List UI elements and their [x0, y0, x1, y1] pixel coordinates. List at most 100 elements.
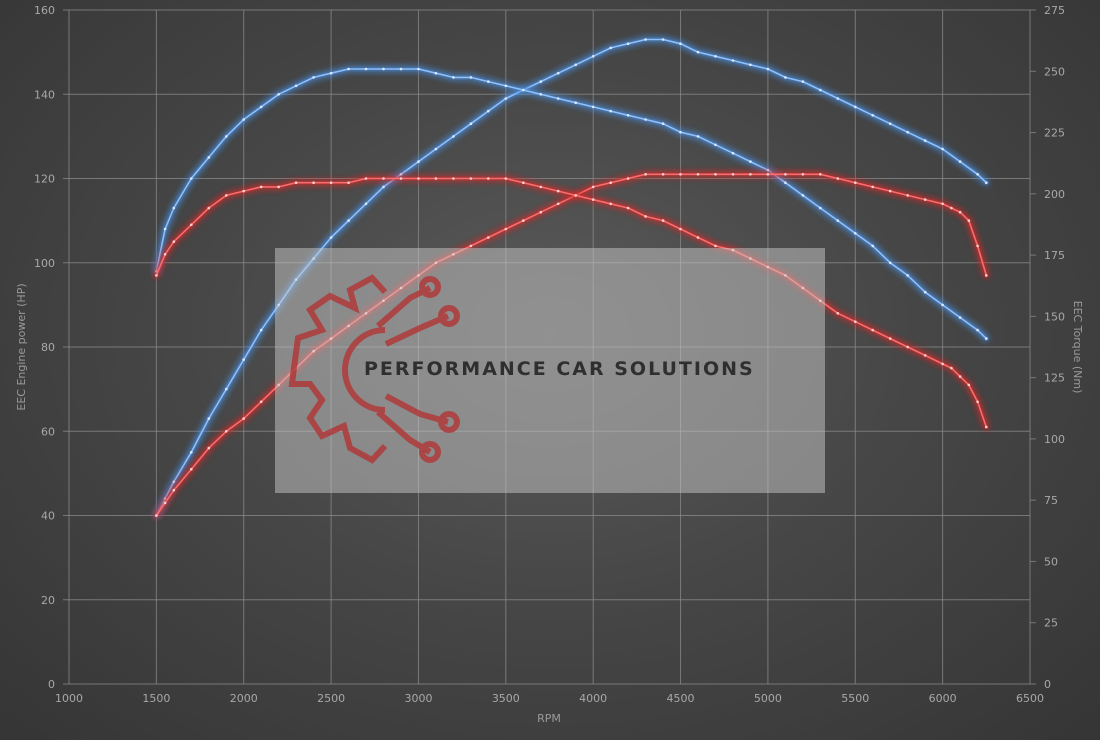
x-tick-label: 4500	[667, 692, 695, 705]
data-point	[329, 71, 333, 75]
data-point	[766, 168, 770, 172]
data-point	[836, 97, 840, 100]
data-point	[958, 160, 962, 163]
data-point	[941, 202, 944, 206]
gear-circuit-icon	[288, 274, 460, 464]
data-point	[347, 181, 350, 184]
data-point	[888, 189, 892, 193]
data-point	[985, 274, 988, 277]
data-point	[469, 244, 473, 248]
data-point	[985, 181, 988, 184]
data-point	[976, 400, 979, 404]
data-point	[487, 109, 490, 113]
data-point	[819, 206, 822, 210]
data-point	[854, 320, 857, 324]
right-tick-label: 100	[1044, 433, 1065, 446]
data-point	[190, 467, 193, 471]
data-point	[766, 67, 770, 71]
series-1	[153, 66, 989, 342]
right-tick-label: 150	[1044, 310, 1065, 323]
left-tick-label: 140	[34, 88, 55, 101]
data-point	[906, 345, 909, 349]
data-point	[696, 50, 700, 54]
data-point	[967, 219, 971, 222]
data-point	[364, 67, 368, 71]
data-point	[661, 219, 665, 222]
x-tick-label: 1500	[142, 692, 170, 705]
data-point	[469, 177, 473, 180]
data-point	[626, 42, 630, 45]
series-line	[155, 68, 988, 340]
data-point	[312, 181, 315, 184]
data-point	[923, 198, 927, 201]
data-point	[452, 76, 455, 79]
x-axis-title: RPM	[537, 712, 561, 725]
data-point	[574, 194, 577, 197]
data-point	[242, 417, 245, 420]
data-point	[906, 130, 909, 134]
data-point	[242, 118, 245, 121]
data-point	[259, 185, 263, 189]
data-point	[487, 80, 490, 83]
data-point	[801, 173, 805, 176]
data-point	[556, 202, 560, 206]
data-point	[539, 210, 543, 214]
data-point	[382, 177, 385, 180]
data-point	[950, 366, 953, 370]
data-point	[277, 185, 281, 189]
data-point	[382, 185, 385, 189]
data-point	[172, 488, 176, 492]
data-point	[487, 236, 490, 239]
data-point	[644, 118, 647, 121]
x-tick-label: 5000	[754, 692, 782, 705]
watermark: PERFORMANCE CAR SOLUTIONS	[275, 248, 825, 493]
data-point	[679, 227, 682, 231]
data-point	[871, 328, 874, 332]
data-point	[556, 97, 560, 100]
data-point	[784, 173, 787, 176]
data-point	[958, 210, 962, 214]
data-point	[469, 76, 473, 79]
data-point	[504, 84, 508, 88]
data-point	[190, 177, 193, 180]
data-point	[417, 160, 420, 163]
data-point	[967, 383, 971, 387]
data-point	[556, 189, 560, 193]
data-point	[731, 59, 735, 62]
data-point	[574, 101, 577, 104]
data-point	[941, 362, 944, 366]
data-point	[854, 105, 857, 109]
left-tick-label: 60	[41, 425, 55, 438]
data-point	[364, 177, 368, 180]
data-point	[329, 236, 333, 239]
data-point	[923, 354, 927, 357]
data-point	[609, 46, 612, 50]
data-point	[155, 274, 158, 277]
data-point	[163, 227, 167, 231]
data-point	[626, 206, 630, 210]
data-point	[312, 76, 315, 79]
data-point	[819, 173, 822, 176]
data-point	[539, 80, 543, 83]
left-tick-label: 80	[41, 341, 55, 354]
data-point	[950, 206, 953, 210]
data-point	[259, 105, 263, 109]
data-point	[163, 501, 167, 505]
data-point	[399, 173, 403, 176]
data-point	[749, 160, 752, 163]
right-tick-label: 250	[1044, 65, 1065, 78]
data-point	[225, 430, 228, 433]
data-point	[172, 206, 176, 210]
data-point	[644, 215, 647, 218]
data-point	[976, 244, 979, 248]
data-point	[679, 130, 682, 134]
data-point	[696, 173, 700, 176]
data-point	[609, 109, 612, 113]
data-point	[539, 93, 543, 96]
data-point	[591, 198, 595, 201]
data-point	[731, 151, 735, 155]
data-point	[417, 67, 420, 71]
data-point	[819, 88, 822, 92]
data-point	[259, 328, 263, 332]
data-point	[696, 236, 700, 239]
